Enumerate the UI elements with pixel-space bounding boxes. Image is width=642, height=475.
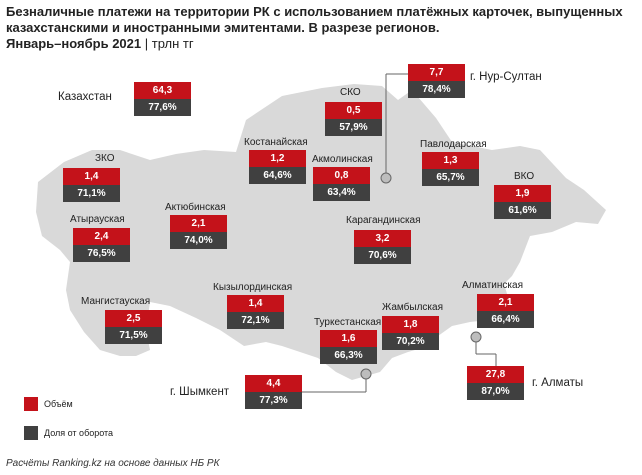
region-value: 1,9 [494,185,551,202]
source-note: Расчёты Ranking.kz на основе данных НБ Р… [6,458,220,469]
legend-share-swatch [24,426,38,440]
region-share: 74,0% [170,232,227,249]
region-share: 76,5% [73,245,130,262]
unit-label: трлн тг [151,36,194,51]
region-box-zko: 1,4 71,1% [63,168,120,202]
region-label-kyzylorda: Кызылординская [213,282,293,293]
region-box-atyrau: 2,4 76,5% [73,228,130,262]
chart-subtitle: Январь–ноябрь 2021 | трлн тг [6,36,636,52]
region-label-karaganda: Карагандинская [346,215,421,226]
region-value: 1,4 [227,295,284,312]
region-share: 57,9% [325,119,382,136]
region-share: 87,0% [467,383,524,400]
region-label-zko: ЗКО [95,153,115,164]
region-share: 61,6% [494,202,551,219]
region-value: 0,8 [313,167,370,184]
region-share: 78,4% [408,81,465,98]
region-value: 7,7 [408,64,465,81]
region-label-vko: ВКО [514,171,535,182]
region-label-atyrau: Атырауская [70,214,125,225]
region-box-akmola: 0,8 63,4% [313,167,370,201]
region-label-kazakhstan: Казахстан [58,91,112,103]
region-box-kyzylorda: 1,4 72,1% [227,295,284,329]
region-value: 3,2 [354,230,411,247]
legend-volume-swatch [24,397,38,411]
region-label-pavlodar: Павлодарская [420,139,487,150]
region-share: 66,4% [477,311,534,328]
region-label-mangistau: Мангистауская [81,296,151,307]
region-box-sko: 0,5 57,9% [325,102,382,136]
region-value: 64,3 [134,82,191,99]
region-box-shymkent: 4,4 77,3% [245,375,302,409]
region-value: 2,5 [105,310,162,327]
region-share: 65,7% [422,169,479,186]
region-share: 70,2% [382,333,439,350]
region-value: 2,1 [170,215,227,232]
region-share: 71,5% [105,327,162,344]
region-box-nur-sultan: 7,7 78,4% [408,64,465,98]
region-share: 63,4% [313,184,370,201]
unit-separator: | [144,36,149,51]
region-value: 0,5 [325,102,382,119]
region-label-nur-sultan: г. Нур-Султан [470,71,542,83]
region-box-pavlodar: 1,3 65,7% [422,152,479,186]
region-label-sko: СКО [340,87,361,98]
region-label-kostanay: Костанайская [244,137,308,148]
region-value: 2,4 [73,228,130,245]
region-share: 71,1% [63,185,120,202]
region-box-aktobe: 2,1 74,0% [170,215,227,249]
region-share: 66,3% [320,347,377,364]
region-value: 1,8 [382,316,439,333]
region-label-turkestan: Туркестанская [314,317,382,328]
region-value: 2,1 [477,294,534,311]
region-box-mangistau: 2,5 71,5% [105,310,162,344]
region-share: 77,6% [134,99,191,116]
city-markers [360,172,482,380]
region-box-zhambyl: 1,8 70,2% [382,316,439,350]
region-value: 1,3 [422,152,479,169]
region-box-turkestan: 1,6 66,3% [320,330,377,364]
legend-volume-label: Объём [44,399,73,409]
region-box-almaty-region: 2,1 66,4% [477,294,534,328]
region-share: 70,6% [354,247,411,264]
region-value: 1,2 [249,150,306,167]
region-share: 77,3% [245,392,302,409]
period-label: Январь–ноябрь 2021 [6,36,142,51]
region-label-shymkent: г. Шымкент [170,386,230,398]
region-share: 72,1% [227,312,284,329]
region-label-aktobe: Актюбинская [165,202,226,213]
region-box-vko: 1,9 61,6% [494,185,551,219]
region-value: 27,8 [467,366,524,383]
region-box-karaganda: 3,2 70,6% [354,230,411,264]
region-label-almaty-city: г. Алматы [532,377,584,389]
region-share: 64,6% [249,167,306,184]
region-label-almaty-region: Алматинская [462,280,523,291]
region-value: 1,6 [320,330,377,347]
region-box-kostanay: 1,2 64,6% [249,150,306,184]
chart-title: Безналичные платежи на территории РК с и… [6,4,623,35]
region-value: 1,4 [63,168,120,185]
region-label-akmola: Акмолинская [312,154,373,165]
region-box-kazakhstan: 64,3 77,6% [134,82,191,116]
title-block: Безналичные платежи на территории РК с и… [6,4,636,52]
legend-share-label: Доля от оборота [44,428,114,438]
region-label-zhambyl: Жамбылская [382,302,443,313]
region-box-almaty-city: 27,8 87,0% [467,366,524,400]
region-value: 4,4 [245,375,302,392]
